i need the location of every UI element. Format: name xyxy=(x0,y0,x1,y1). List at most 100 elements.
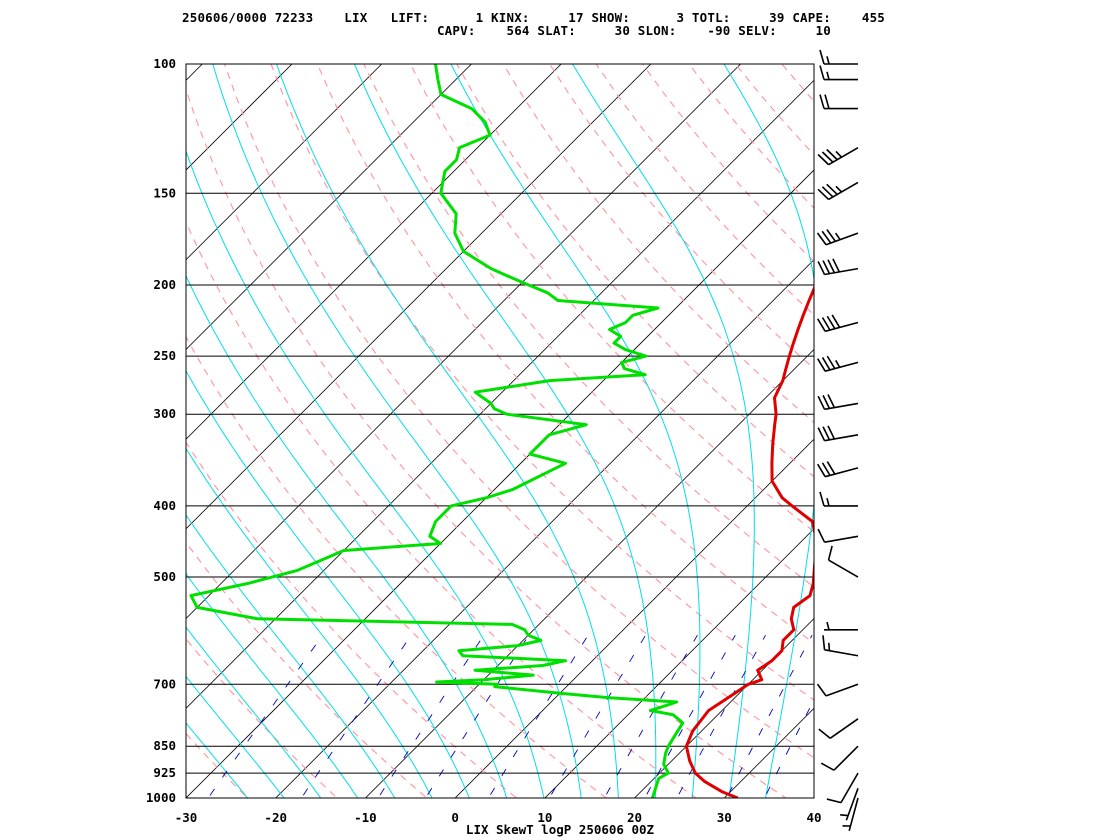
isotherm-line xyxy=(186,79,814,709)
dry-adiabat-line xyxy=(890,30,1120,813)
isotherm-line xyxy=(0,30,146,813)
isotherm-line xyxy=(888,30,1120,813)
profiles xyxy=(189,64,814,798)
moist-adiabat-line xyxy=(354,64,657,798)
temperature-tick-labels: -30 -20 -10 0 10 20 30 40 xyxy=(175,810,822,825)
dry-adiabat-line xyxy=(186,335,608,798)
moist-adiabat-line xyxy=(186,626,322,798)
wind-barb xyxy=(816,229,859,246)
temperature-tick-label: 0 xyxy=(451,810,459,825)
mixing-ratio-line xyxy=(763,698,814,798)
moist-adiabat-line xyxy=(186,447,433,798)
mixing-ratio-line xyxy=(676,634,766,798)
mixing-ratio-line xyxy=(207,634,323,798)
isotherm-line xyxy=(275,259,814,798)
temperature-tick-label: -30 xyxy=(175,810,198,825)
pressure-tick-label: 150 xyxy=(153,185,176,200)
pressure-tick-label: 925 xyxy=(153,765,176,780)
wind-barb xyxy=(826,772,859,804)
pressure-tick-label: 250 xyxy=(153,348,176,363)
moist-adiabat-line xyxy=(186,149,545,798)
isotherm-line xyxy=(723,707,814,798)
dry-adiabat-line xyxy=(548,64,814,370)
moist-adiabat-line xyxy=(186,274,508,798)
wind-barb xyxy=(822,635,859,657)
wind-barb xyxy=(817,146,859,166)
isotherm-line xyxy=(186,64,472,350)
pressure-tick-label: 100 xyxy=(153,56,176,71)
header-line-2: CAPV: 564 SLAT: 30 SLON: -90 SELV: 10 xyxy=(182,23,831,38)
pressure-tick-labels: 100 150 200 250 300 400 500 700 850 925 1000 xyxy=(146,56,176,805)
isotherm-line xyxy=(186,64,742,620)
plot-frame xyxy=(185,63,815,799)
isotherm-line xyxy=(186,64,203,81)
dry-adiabat-line xyxy=(363,64,814,588)
isotherm-line xyxy=(634,618,814,798)
isotherm-line xyxy=(813,797,814,798)
wind-barb xyxy=(827,545,859,578)
mixing-ratio-line xyxy=(425,634,530,798)
pressure-tick-label: 500 xyxy=(153,569,176,584)
dry-adiabat-line xyxy=(186,220,698,798)
wind-barb xyxy=(816,355,859,372)
moist-adiabat-line xyxy=(450,64,701,798)
moist-adiabat-line xyxy=(723,64,814,798)
moist-adiabat-line xyxy=(186,514,396,798)
wind-barb xyxy=(840,788,859,821)
wind-barb xyxy=(818,718,859,739)
wind-barb xyxy=(819,65,858,81)
temperature-tick-label: 30 xyxy=(717,810,732,825)
moist-adiabat-line xyxy=(276,64,619,798)
wind-barb xyxy=(817,181,859,201)
dry-adiabat-line xyxy=(641,64,814,263)
wind-barb xyxy=(819,49,858,65)
temperature-tick-label: -10 xyxy=(354,810,377,825)
wind-barb xyxy=(817,425,859,442)
isotherm-line xyxy=(186,64,293,171)
mixing-ratio-line xyxy=(644,634,736,798)
wind-barb xyxy=(816,683,859,697)
header-line-1: 250606/0000 72233 LIX LIFT: 1 KINX: 17 S… xyxy=(182,10,886,25)
temperature-tick-label: 40 xyxy=(806,810,821,825)
mixing-ratio-line xyxy=(548,634,646,798)
dry-adiabat-line xyxy=(800,30,1120,813)
pressure-tick-label: 700 xyxy=(153,676,176,691)
pressure-tick-label: 400 xyxy=(153,498,176,513)
moist-adiabat-line xyxy=(186,675,285,798)
wind-barb xyxy=(824,621,858,631)
temperature-profile xyxy=(684,285,814,798)
chart-title: LIX SkewT logP 250606 00Z xyxy=(466,822,655,837)
wind-barb xyxy=(816,461,859,478)
dry-adiabat-line xyxy=(186,541,428,798)
isotherm-line xyxy=(186,64,652,530)
isotherm-line xyxy=(186,64,383,261)
wind-barbs xyxy=(816,49,859,832)
dry-adiabat-line xyxy=(781,64,814,102)
isotherm-line xyxy=(186,64,562,440)
moist-adiabat-line xyxy=(186,722,249,798)
dry-adiabat-line xyxy=(845,30,1120,813)
wind-barb xyxy=(817,394,859,411)
dry-adiabat-line xyxy=(186,732,249,798)
wind-barb xyxy=(820,745,859,771)
isotherm-line xyxy=(454,438,814,798)
isotherm-line xyxy=(0,30,56,813)
temperature-tick-label: 10 xyxy=(537,810,552,825)
moist-adiabat-line xyxy=(572,64,755,798)
dewpoint-profile xyxy=(189,64,685,798)
dry-adiabat-line xyxy=(186,87,787,798)
pressure-tick-label: 300 xyxy=(153,406,176,421)
mixing-ratio-line xyxy=(487,634,589,798)
mixing-ratio-line xyxy=(377,634,485,798)
pressure-tick-label: 1000 xyxy=(146,790,176,805)
isotherm-line xyxy=(544,528,814,798)
pressure-tick-label: 200 xyxy=(153,277,176,292)
dry-adiabat-line xyxy=(316,64,814,644)
moist-adiabat-line xyxy=(212,64,582,798)
isotherm-line xyxy=(364,348,814,798)
wind-barb xyxy=(819,94,858,110)
wind-barb xyxy=(816,314,859,333)
wind-barb xyxy=(842,797,859,832)
dry-adiabat-line xyxy=(409,64,814,533)
